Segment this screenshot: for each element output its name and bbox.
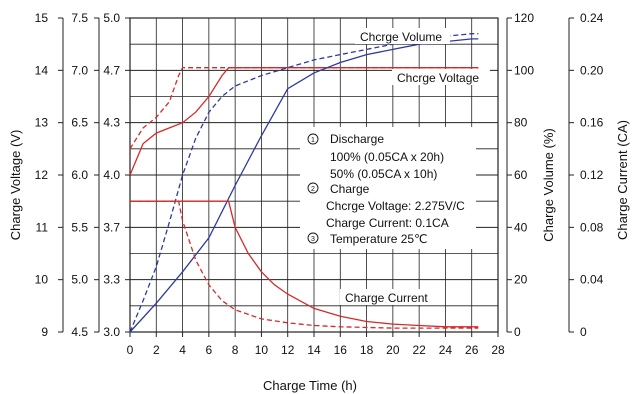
right-tick-label: 120 [514, 11, 534, 25]
series-line [130, 200, 479, 328]
x-tick-label: 8 [232, 343, 239, 357]
x-tick-label: 12 [281, 343, 295, 357]
x-tick-label: 28 [491, 343, 505, 357]
discharge-100: 100% (0.05CA x 20h) [330, 150, 444, 164]
left-tick-label: 6.5 [71, 116, 88, 130]
x-tick-label: 20 [386, 343, 400, 357]
left-tick-label: 3.7 [103, 220, 120, 234]
right-tick-label: 60 [514, 168, 528, 182]
left-tick-label: 4.3 [103, 116, 120, 130]
left-tick-label: 5.0 [103, 11, 120, 25]
left-tick-label: 4.5 [71, 325, 88, 339]
left-tick-label: 15 [35, 11, 49, 25]
svg-text:1: 1 [311, 137, 315, 144]
x-tick-label: 22 [412, 343, 426, 357]
svg-text:3: 3 [311, 236, 315, 243]
circled-3-icon: 3 [307, 232, 319, 244]
right-tick-label: 0.24 [580, 11, 604, 25]
discharge-title: Discharge [330, 132, 384, 146]
discharge-50: 50% (0.05CA x 10h) [330, 167, 437, 181]
series-line [130, 200, 479, 329]
circled-1-icon: 1 [307, 133, 319, 145]
right-tick-label: 0 [580, 325, 587, 339]
left-tick-label: 4.0 [103, 168, 120, 182]
left-tick-label: 14 [35, 63, 49, 77]
left-tick-label: 11 [36, 220, 49, 234]
series-line [129, 67, 479, 150]
right-tick-label: 0.04 [580, 273, 604, 287]
label-charge-volume: Chcrge Volume [360, 30, 442, 44]
x-tick-label: 24 [439, 343, 453, 357]
x-tick-label: 10 [255, 343, 269, 357]
axes: 0 2 4 6 8 10 12 14 16 18 20 22 24 26 2815141312111097.… [35, 11, 604, 357]
y-axis-label-voltage: Charge Voltage (V) [8, 130, 23, 241]
right-tick-label: 40 [514, 220, 528, 234]
x-tick-label: 0 [127, 343, 134, 357]
right-tick-label: 0 [514, 325, 521, 339]
x-tick-label: 4 [179, 343, 186, 357]
x-tick-label: 16 [334, 343, 348, 357]
x-tick-label: 18 [360, 343, 374, 357]
series-line [129, 33, 479, 333]
series-line [129, 67, 479, 176]
left-tick-label: 5.0 [71, 273, 88, 287]
annotation-box: 1 Discharge 100% (0.05CA x 20h) 50% (0.0… [300, 127, 476, 249]
right-tick-label: 0.20 [580, 63, 604, 77]
left-tick-label: 3.3 [103, 273, 120, 287]
left-tick-label: 6.0 [71, 168, 88, 182]
left-tick-label: 3.0 [103, 325, 120, 339]
left-tick-label: 10 [35, 273, 49, 287]
x-tick-label: 26 [465, 343, 479, 357]
left-tick-label: 4.7 [103, 63, 120, 77]
y-axis-label-volume: Charge Volume (%) [541, 128, 556, 241]
label-charge-current: Charge Current [345, 291, 428, 305]
right-tick-label: 0.12 [580, 168, 604, 182]
right-tick-label: 0.08 [580, 220, 604, 234]
x-axis-label: Charge Time (h) [263, 378, 357, 393]
right-tick-label: 0.16 [580, 116, 604, 130]
right-tick-label: 20 [514, 273, 528, 287]
svg-text:2: 2 [311, 186, 315, 193]
circled-2-icon: 2 [307, 182, 319, 194]
charge-current: Charge Current: 0.1CA [326, 216, 449, 230]
temperature: Temperature 25℃ [330, 232, 428, 246]
charge-voltage: Chcrge Voltage: 2.275V/C [326, 199, 465, 213]
y-axis-label-current: Charge Current (CA) [615, 120, 630, 240]
right-tick-label: 80 [514, 116, 528, 130]
left-tick-label: 5.5 [71, 220, 88, 234]
x-tick-label: 6 [206, 343, 213, 357]
left-tick-label: 12 [35, 168, 49, 182]
left-tick-label: 7.0 [71, 63, 88, 77]
left-tick-label: 7.5 [71, 11, 88, 25]
x-tick-label: 14 [307, 343, 321, 357]
left-tick-label: 9 [41, 325, 48, 339]
right-tick-label: 100 [514, 63, 534, 77]
label-charge-voltage: Chcrge Voltage [397, 71, 479, 85]
left-tick-label: 13 [35, 116, 49, 130]
charge-title: Charge [330, 182, 370, 196]
x-tick-label: 2 [153, 343, 160, 357]
